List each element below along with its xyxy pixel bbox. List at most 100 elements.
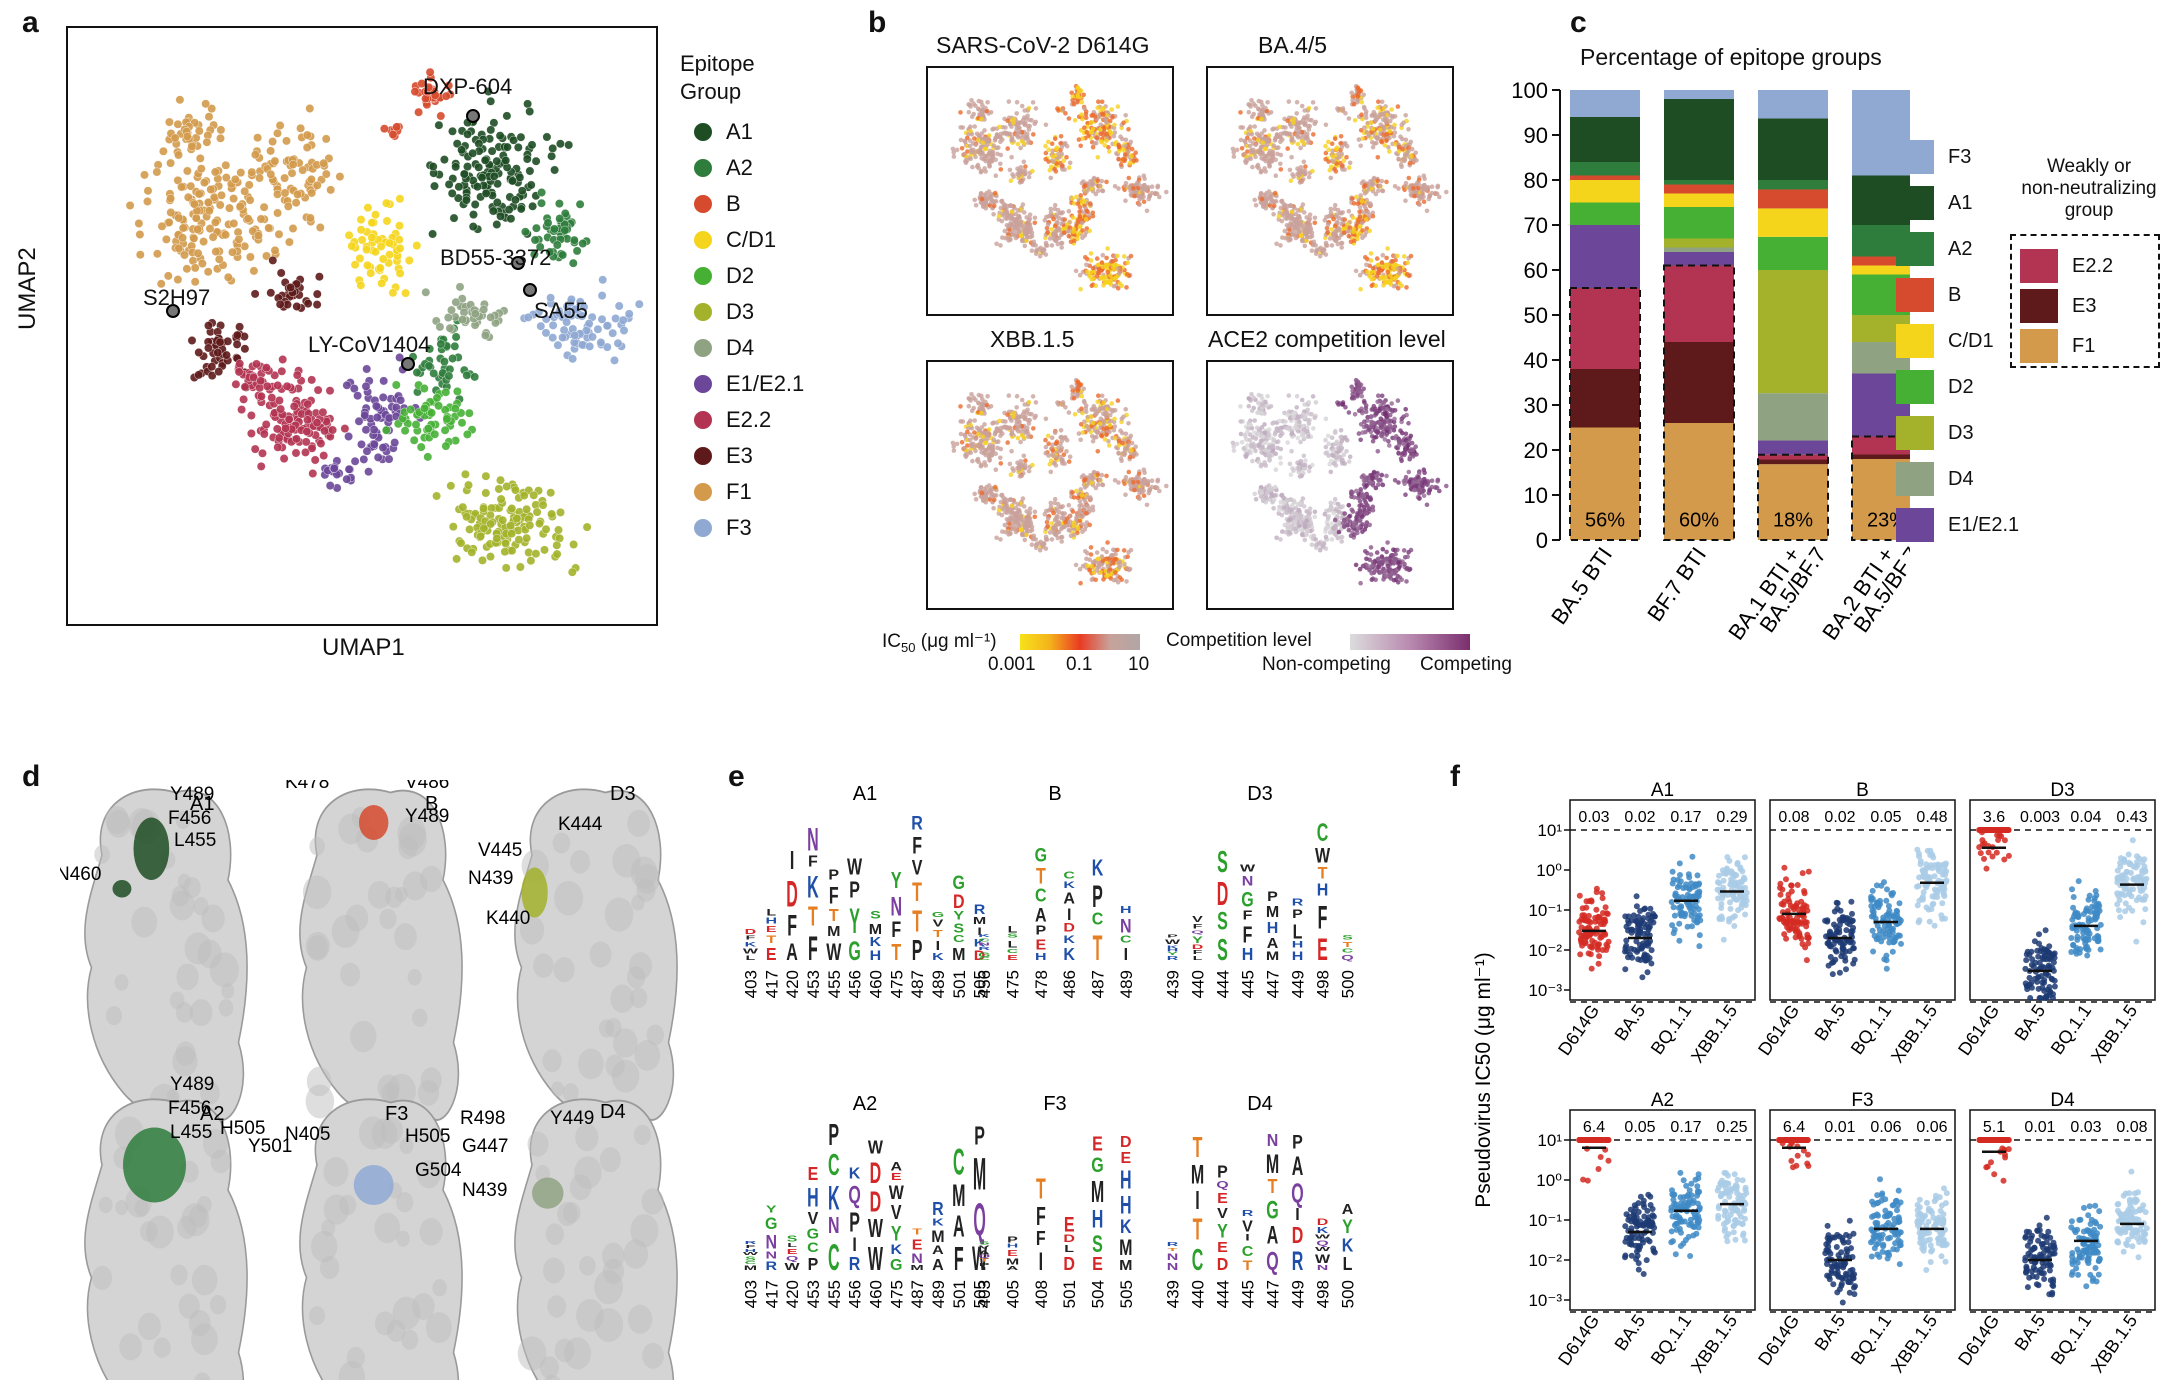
epitope-legend-item: B [680,186,804,222]
mini-umap-point [1297,125,1302,131]
umap-point [476,531,485,541]
umap-point [364,467,373,477]
umap-point [166,193,176,203]
umap-point [464,480,473,490]
mini-umap-point [968,156,973,162]
umap-point [480,330,490,340]
mini-umap-point [1002,206,1008,211]
umap-point [210,167,220,177]
mini-umap-point [1051,159,1056,164]
umap-point [325,386,335,396]
mini-umap-point [1380,264,1386,270]
mini-umap-point [976,431,981,437]
mini-umap-point [1055,501,1061,507]
mini-umap-point [1375,155,1381,160]
umap-point [159,146,168,156]
mini-umap-point [1070,392,1075,397]
mini-umap-point [1388,273,1393,278]
mini-umap-point [1368,251,1374,256]
mini-umap-point [1351,229,1356,235]
mini-umap-point [1361,92,1366,98]
umap-point [157,221,167,231]
umap-point [360,410,370,420]
mini-umap-point [1090,504,1096,510]
umap-point [298,165,308,175]
mini-umap-point [958,404,963,409]
mini-umap-point [1005,440,1010,445]
mini-umap-point [1085,120,1090,126]
umap-point [356,225,366,235]
mini-umap-point [1392,130,1398,135]
umap-point [457,145,466,155]
mini-umap-point [1025,418,1031,423]
umap-point [419,384,429,393]
umap-point [508,176,517,186]
umap-point [395,243,405,253]
mini-umap-point [1385,246,1390,251]
mini-umap-point [1374,140,1379,146]
mini-umap-point [1020,238,1025,244]
mini-umap-point [1360,228,1365,233]
mini-umap-point [1077,224,1082,230]
mini-umap-point [1024,224,1029,229]
mini-umap-point [1253,154,1258,160]
mini-umap-point [994,535,999,541]
mini-umap-point [1157,194,1162,200]
umap-cluster-F1 [125,95,345,289]
mini-umap-point [1075,525,1081,530]
mini-umap-point [1396,186,1401,191]
umap-point [501,539,510,548]
umap-point [602,321,612,331]
mini-umap-point [1256,137,1261,143]
mini-umap-point [1288,178,1294,183]
mini-umap-point [1077,503,1082,509]
mini-umap-point [1242,151,1247,157]
mini-umap-point [1343,111,1348,116]
mini-umap-point [1056,402,1061,407]
mini-umap-point [1022,168,1028,174]
mini-umap-point [979,196,985,202]
mini-umap-point [966,403,972,409]
mini-umap-point [974,131,980,137]
mini-umap-point [1060,401,1066,407]
umap-point [579,302,589,312]
umap-point [274,396,284,405]
mini-umap-point [1075,99,1080,105]
mini-umap-point [1104,120,1109,125]
mini-umap-point [1079,406,1084,411]
mini-umap-point [1260,151,1265,156]
umap-point [135,230,145,239]
umap-point [545,247,555,257]
mini-umap-point [1026,468,1032,474]
umap-point [420,403,429,413]
mini-umap-point [1351,201,1357,206]
umap-point [474,139,484,149]
umap-point [440,425,450,435]
umap-point [276,268,286,278]
mini-umap-point [1234,147,1240,153]
mini-umap-point [1248,156,1253,162]
mini-umap-point [1120,156,1126,162]
umap-point [496,211,505,221]
mini-umap-point [1164,189,1169,195]
mini-umap-point [1032,509,1038,515]
umap-point [546,488,556,498]
umap-point [548,320,558,330]
mini-umap-point [1434,191,1440,196]
mini-umap-point [1112,424,1118,429]
mini-umap-point [1381,283,1386,288]
umap-point [395,194,405,204]
mini-umap-point [1115,286,1121,291]
mini-umap-point [1069,90,1074,96]
legend-dot-icon [694,267,712,285]
umap-point [246,429,256,438]
umap-point [268,255,278,265]
mini-umap-point [1329,227,1335,232]
mini-umap-point [1009,448,1014,454]
umap-point [255,173,264,183]
mini-umap-point [1090,420,1096,426]
mini-umap-point [1006,99,1012,104]
mini-umap-point [1015,222,1020,227]
umap-point [356,280,366,290]
mini-umap-point [1355,99,1360,105]
